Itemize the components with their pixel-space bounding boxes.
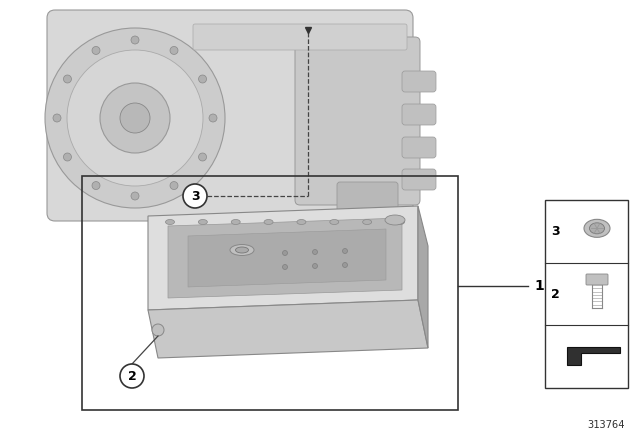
Circle shape <box>53 114 61 122</box>
Polygon shape <box>168 218 402 298</box>
Circle shape <box>198 153 207 161</box>
FancyBboxPatch shape <box>402 104 436 125</box>
Ellipse shape <box>264 220 273 224</box>
Text: 2: 2 <box>127 370 136 383</box>
Circle shape <box>198 75 207 83</box>
Ellipse shape <box>363 220 372 224</box>
Polygon shape <box>188 229 386 287</box>
Circle shape <box>170 47 178 55</box>
Ellipse shape <box>231 220 240 224</box>
Circle shape <box>63 153 72 161</box>
Circle shape <box>120 364 144 388</box>
Circle shape <box>183 184 207 208</box>
Ellipse shape <box>198 220 207 224</box>
Circle shape <box>120 103 150 133</box>
Circle shape <box>45 28 225 208</box>
Bar <box>82 176 458 410</box>
Ellipse shape <box>230 245 254 255</box>
Circle shape <box>342 249 348 254</box>
Ellipse shape <box>589 223 605 234</box>
Circle shape <box>131 36 139 44</box>
Circle shape <box>63 75 72 83</box>
Circle shape <box>131 192 139 200</box>
Text: 2: 2 <box>551 288 560 301</box>
Circle shape <box>282 264 287 270</box>
Ellipse shape <box>166 220 175 224</box>
Bar <box>545 200 628 388</box>
FancyBboxPatch shape <box>402 169 436 190</box>
FancyBboxPatch shape <box>402 137 436 158</box>
Circle shape <box>312 250 317 254</box>
Circle shape <box>209 114 217 122</box>
Text: 3: 3 <box>551 225 559 238</box>
Circle shape <box>170 181 178 190</box>
Circle shape <box>342 263 348 267</box>
Polygon shape <box>148 206 418 310</box>
Polygon shape <box>567 347 620 365</box>
Text: 3: 3 <box>191 190 199 202</box>
FancyBboxPatch shape <box>193 24 407 50</box>
Circle shape <box>100 83 170 153</box>
FancyBboxPatch shape <box>586 274 608 285</box>
Ellipse shape <box>584 220 610 237</box>
Ellipse shape <box>297 220 306 224</box>
Ellipse shape <box>385 215 405 225</box>
FancyBboxPatch shape <box>337 182 398 216</box>
FancyBboxPatch shape <box>47 10 413 221</box>
Circle shape <box>312 263 317 268</box>
Circle shape <box>152 324 164 336</box>
Ellipse shape <box>396 220 404 224</box>
Circle shape <box>282 250 287 255</box>
Polygon shape <box>418 206 428 348</box>
Polygon shape <box>148 300 428 358</box>
FancyBboxPatch shape <box>295 37 420 205</box>
Circle shape <box>67 50 203 186</box>
Text: 313764: 313764 <box>588 420 625 430</box>
Ellipse shape <box>330 220 339 224</box>
Text: 1: 1 <box>534 279 544 293</box>
Circle shape <box>92 181 100 190</box>
Circle shape <box>92 47 100 55</box>
Ellipse shape <box>236 247 248 253</box>
FancyBboxPatch shape <box>402 71 436 92</box>
